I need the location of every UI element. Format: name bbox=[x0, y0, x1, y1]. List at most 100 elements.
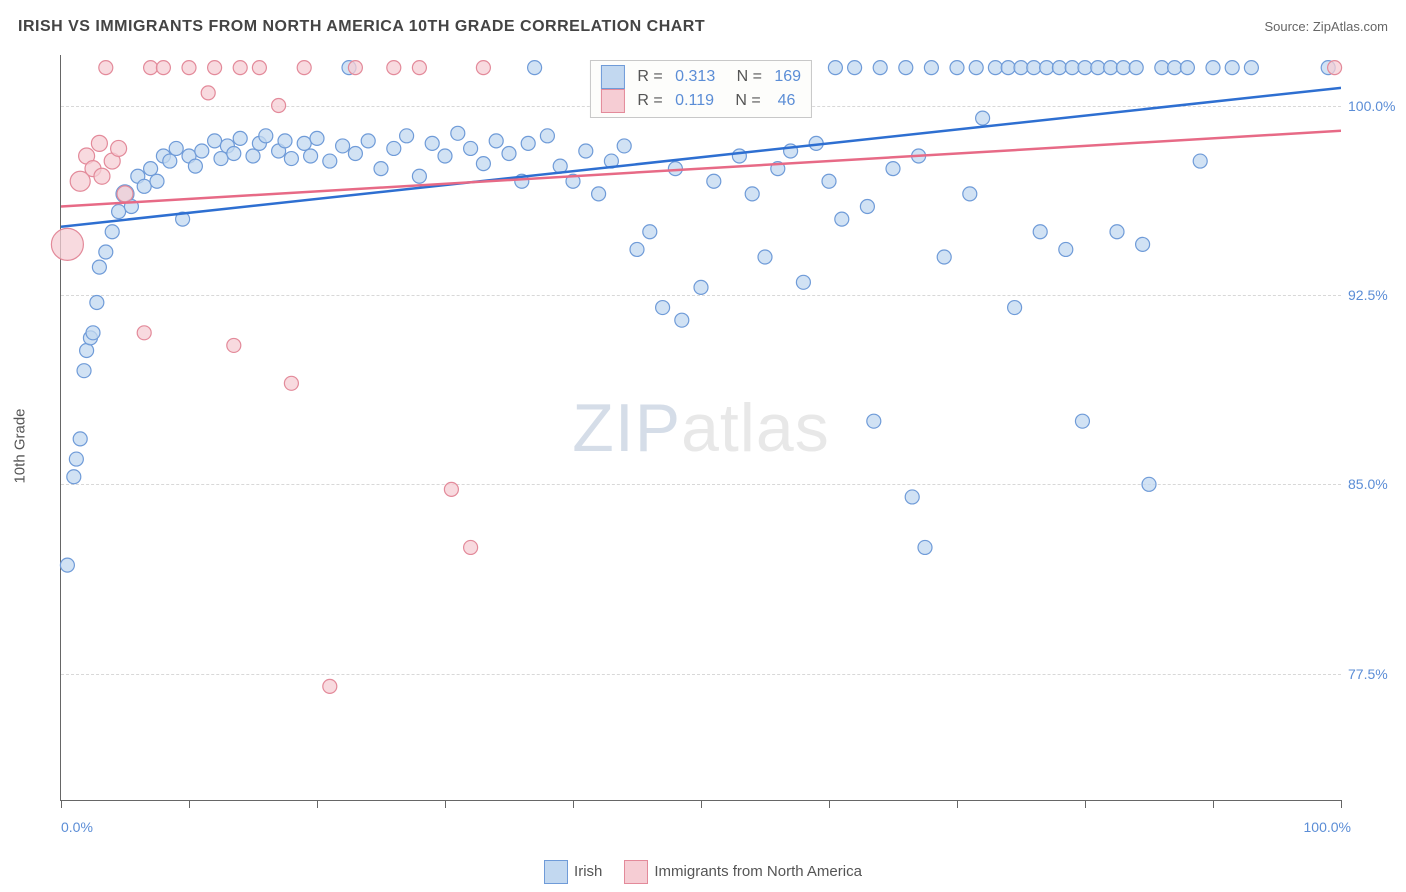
data-point-irish bbox=[195, 144, 209, 158]
x-tick bbox=[573, 800, 574, 808]
data-point-na-immigrants bbox=[464, 540, 478, 554]
data-point-irish bbox=[1059, 242, 1073, 256]
legend-swatch bbox=[624, 860, 648, 884]
stats-value-n: 169 bbox=[774, 65, 801, 89]
data-point-na-immigrants bbox=[233, 61, 247, 75]
data-point-irish bbox=[361, 134, 375, 148]
data-point-irish bbox=[1180, 61, 1194, 75]
data-point-na-immigrants bbox=[156, 61, 170, 75]
stats-label-r: R = bbox=[633, 89, 667, 113]
plot-area: ZIPatlas 100.0%92.5%85.0%77.5% R = 0.313… bbox=[60, 55, 1341, 801]
data-point-irish bbox=[822, 174, 836, 188]
data-point-irish bbox=[73, 432, 87, 446]
data-point-irish bbox=[784, 144, 798, 158]
data-point-irish bbox=[90, 295, 104, 309]
data-point-irish bbox=[169, 141, 183, 155]
data-point-irish bbox=[1008, 301, 1022, 315]
x-tick bbox=[445, 800, 446, 808]
data-point-irish bbox=[86, 326, 100, 340]
data-point-na-immigrants bbox=[137, 326, 151, 340]
data-point-irish bbox=[451, 126, 465, 140]
data-point-irish bbox=[1116, 61, 1130, 75]
data-point-irish bbox=[1206, 61, 1220, 75]
data-point-irish bbox=[278, 134, 292, 148]
stats-value-n: 46 bbox=[773, 89, 795, 113]
data-point-irish bbox=[297, 136, 311, 150]
y-tick-label: 100.0% bbox=[1348, 98, 1403, 114]
data-point-irish bbox=[873, 61, 887, 75]
stats-value-r: 0.313 bbox=[675, 65, 715, 89]
source-attribution: Source: ZipAtlas.com bbox=[1264, 19, 1388, 34]
data-point-irish bbox=[310, 131, 324, 145]
data-point-irish bbox=[521, 136, 535, 150]
data-point-irish bbox=[950, 61, 964, 75]
data-point-irish bbox=[1040, 61, 1054, 75]
data-point-na-immigrants bbox=[144, 61, 158, 75]
data-point-irish bbox=[259, 129, 273, 143]
data-point-irish bbox=[67, 470, 81, 484]
data-point-irish bbox=[918, 540, 932, 554]
data-point-irish bbox=[387, 141, 401, 155]
stats-value-r: 0.119 bbox=[675, 89, 714, 113]
data-point-irish bbox=[745, 187, 759, 201]
data-point-irish bbox=[374, 162, 388, 176]
legend-swatch bbox=[544, 860, 568, 884]
data-point-irish bbox=[937, 250, 951, 264]
data-point-irish bbox=[707, 174, 721, 188]
data-point-irish bbox=[1142, 477, 1156, 491]
data-point-irish bbox=[1110, 225, 1124, 239]
data-point-irish bbox=[99, 245, 113, 259]
data-point-irish bbox=[60, 558, 74, 572]
y-tick-label: 77.5% bbox=[1348, 666, 1403, 682]
data-point-irish bbox=[412, 169, 426, 183]
stats-swatch bbox=[601, 89, 625, 113]
data-point-irish bbox=[1244, 61, 1258, 75]
data-point-irish bbox=[604, 154, 618, 168]
data-point-irish bbox=[835, 212, 849, 226]
data-point-irish bbox=[809, 136, 823, 150]
data-point-irish bbox=[425, 136, 439, 150]
data-point-irish bbox=[208, 134, 222, 148]
data-point-irish bbox=[176, 212, 190, 226]
data-point-irish bbox=[566, 174, 580, 188]
data-point-irish bbox=[1155, 61, 1169, 75]
data-point-irish bbox=[489, 134, 503, 148]
data-point-irish bbox=[1129, 61, 1143, 75]
x-tick bbox=[189, 800, 190, 808]
data-point-irish bbox=[284, 152, 298, 166]
data-point-irish bbox=[912, 149, 926, 163]
data-point-irish bbox=[80, 343, 94, 357]
data-point-irish bbox=[464, 141, 478, 155]
data-point-irish bbox=[515, 174, 529, 188]
data-point-irish bbox=[969, 61, 983, 75]
data-point-irish bbox=[758, 250, 772, 264]
data-point-irish bbox=[553, 159, 567, 173]
data-point-na-immigrants bbox=[201, 86, 215, 100]
x-tick bbox=[317, 800, 318, 808]
legend-item-na-immigrants: Immigrants from North America bbox=[624, 860, 862, 884]
x-tick bbox=[957, 800, 958, 808]
data-point-irish bbox=[643, 225, 657, 239]
data-point-irish bbox=[771, 162, 785, 176]
data-point-irish bbox=[899, 61, 913, 75]
data-point-na-immigrants bbox=[444, 482, 458, 496]
data-point-na-immigrants bbox=[227, 338, 241, 352]
data-point-irish bbox=[592, 187, 606, 201]
data-point-irish bbox=[675, 313, 689, 327]
scatter-points bbox=[61, 55, 1341, 800]
chart-legend: IrishImmigrants from North America bbox=[0, 860, 1406, 884]
y-axis-title: 10th Grade bbox=[12, 408, 29, 483]
data-point-na-immigrants bbox=[91, 135, 107, 151]
data-point-na-immigrants bbox=[94, 168, 110, 184]
data-point-irish bbox=[1225, 61, 1239, 75]
data-point-irish bbox=[163, 154, 177, 168]
stats-label-n: N = bbox=[723, 65, 766, 89]
data-point-irish bbox=[796, 275, 810, 289]
y-tick-label: 92.5% bbox=[1348, 287, 1403, 303]
data-point-irish bbox=[233, 131, 247, 145]
data-point-irish bbox=[630, 242, 644, 256]
data-point-irish bbox=[1001, 61, 1015, 75]
data-point-irish bbox=[1014, 61, 1028, 75]
data-point-irish bbox=[668, 162, 682, 176]
data-point-na-immigrants bbox=[111, 140, 127, 156]
